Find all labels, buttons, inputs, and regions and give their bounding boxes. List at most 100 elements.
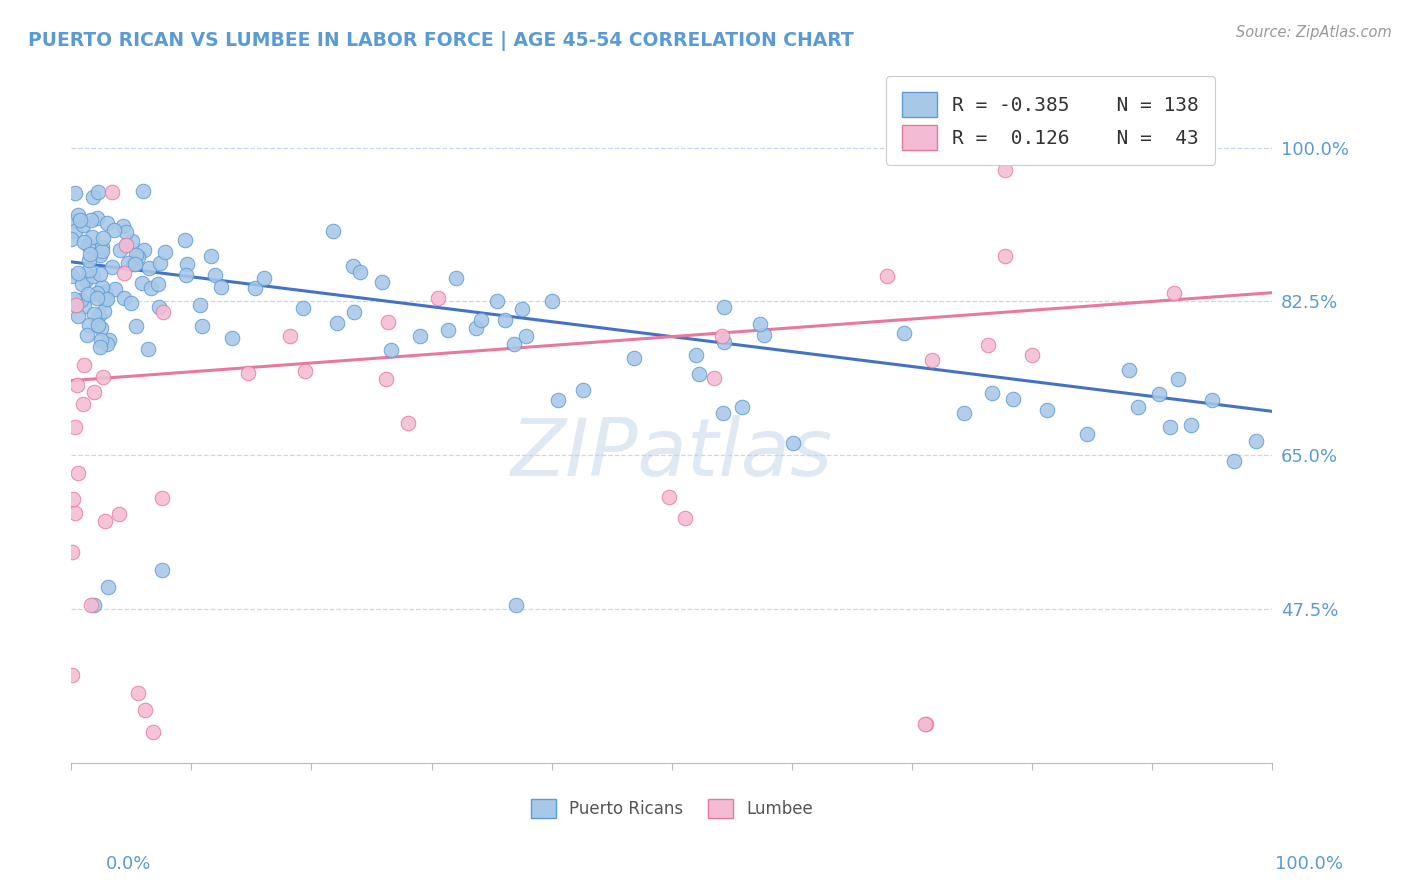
Point [1076, 426, 1098, 441]
Point [103, 223, 125, 237]
Point [994, 163, 1017, 178]
Point [176, 257, 198, 271]
Point [1036, 402, 1059, 417]
Point [131, 277, 153, 291]
Point [76, 238, 98, 252]
Point [1002, 392, 1025, 406]
Point [204, 268, 226, 282]
Point [371, 275, 394, 289]
Point [67, 467, 90, 481]
Point [713, 334, 735, 349]
Point [291, 301, 314, 315]
Point [108, 243, 131, 257]
Point [1147, 387, 1170, 401]
Point [893, 326, 915, 340]
Point [515, 329, 537, 343]
Point [112, 266, 135, 280]
Point [87, 318, 110, 332]
Point [1223, 454, 1246, 468]
Point [89, 248, 111, 262]
Point [238, 367, 260, 381]
Point [63, 293, 86, 307]
Point [77, 287, 100, 301]
Point [90, 320, 112, 334]
Point [174, 233, 197, 247]
Point [82, 190, 104, 204]
Point [1128, 400, 1150, 414]
Point [93, 370, 115, 384]
Point [176, 268, 198, 283]
Point [188, 298, 211, 312]
Point [703, 371, 725, 385]
Point [470, 313, 492, 327]
Point [91, 280, 114, 294]
Point [685, 348, 707, 362]
Point [65, 298, 87, 312]
Point [80, 212, 103, 227]
Point [152, 305, 174, 319]
Point [623, 351, 645, 365]
Point [980, 385, 1002, 400]
Point [60, 232, 83, 246]
Point [86, 211, 108, 225]
Point [200, 249, 222, 263]
Point [76, 328, 98, 343]
Point [396, 417, 419, 431]
Point [67, 266, 90, 280]
Point [571, 383, 593, 397]
Point [69, 213, 91, 227]
Point [72, 397, 94, 411]
Legend: Puerto Ricans, Lumbee: Puerto Ricans, Lumbee [524, 793, 820, 825]
Point [150, 563, 173, 577]
Point [1118, 363, 1140, 377]
Point [63, 213, 86, 227]
Text: PUERTO RICAN VS LUMBEE IN LABOR FORCE | AGE 45-54 CORRELATION CHART: PUERTO RICAN VS LUMBEE IN LABOR FORCE | … [28, 31, 853, 51]
Point [191, 318, 214, 333]
Point [921, 352, 943, 367]
Point [444, 271, 467, 285]
Point [86, 291, 108, 305]
Point [104, 282, 127, 296]
Point [96, 293, 118, 307]
Point [688, 368, 710, 382]
Point [914, 716, 936, 731]
Point [115, 238, 138, 252]
Point [326, 317, 349, 331]
Point [63, 186, 86, 201]
Point [87, 308, 110, 322]
Point [77, 262, 100, 277]
Point [96, 337, 118, 351]
Point [437, 322, 460, 336]
Point [93, 304, 115, 318]
Point [91, 230, 114, 244]
Point [1167, 371, 1189, 385]
Point [426, 291, 449, 305]
Point [294, 364, 316, 378]
Point [90, 240, 112, 254]
Point [977, 338, 1000, 352]
Point [98, 333, 121, 347]
Point [83, 307, 105, 321]
Point [121, 234, 143, 248]
Point [89, 340, 111, 354]
Point [952, 406, 974, 420]
Point [134, 703, 156, 717]
Point [79, 318, 101, 333]
Point [91, 244, 114, 259]
Point [748, 317, 770, 331]
Point [713, 300, 735, 314]
Point [83, 385, 105, 400]
Point [710, 329, 733, 343]
Text: 100.0%: 100.0% [1275, 855, 1343, 872]
Point [72, 219, 94, 233]
Point [485, 293, 508, 308]
Point [86, 185, 108, 199]
Point [82, 230, 104, 244]
Point [82, 268, 104, 283]
Point [408, 329, 430, 343]
Point [1163, 285, 1185, 300]
Point [124, 257, 146, 271]
Point [731, 400, 754, 414]
Point [79, 247, 101, 261]
Point [111, 219, 134, 234]
